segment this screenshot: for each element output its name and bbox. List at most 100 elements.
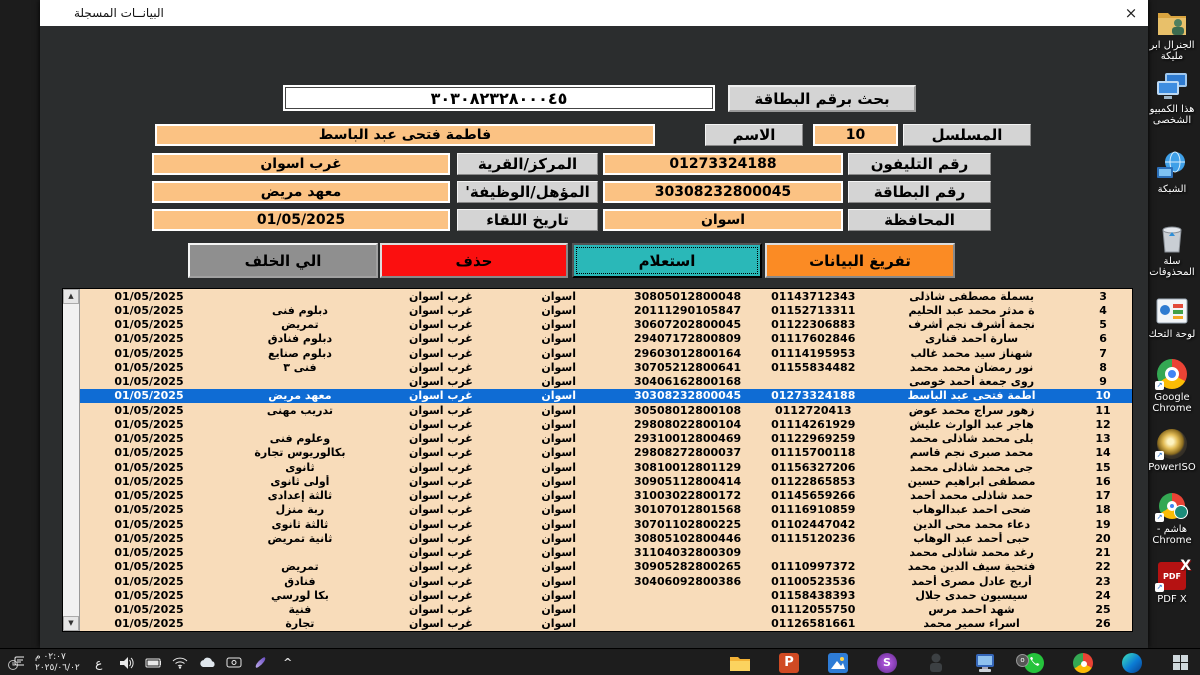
start-button[interactable] bbox=[1160, 649, 1200, 675]
table-row[interactable]: 25 شهد احمد مرس 01112055750 اسوان غرب اسوان ف… bbox=[80, 603, 1132, 617]
edge-icon[interactable] bbox=[1120, 651, 1144, 675]
desktop-icon-network[interactable]: الشبكة bbox=[1146, 150, 1198, 195]
serial-value-field[interactable]: 10 bbox=[813, 124, 898, 146]
cell-qual: ثانية تمريض bbox=[267, 531, 333, 545]
cell-center: غرب اسوان bbox=[408, 546, 473, 560]
cell-date: 01/05/2025 bbox=[114, 303, 184, 317]
desktop-icon-poweriso[interactable]: ↗ PowerISO bbox=[1146, 428, 1198, 473]
cell-card: 30607202800045 bbox=[633, 318, 742, 332]
close-icon[interactable]: × bbox=[1124, 4, 1138, 22]
cell-card: 30905112800414 bbox=[633, 474, 742, 488]
table-row[interactable]: 11 زهور سراج محمد عوض 0112720413 3050801280… bbox=[80, 403, 1132, 417]
chrome-taskbar-icon[interactable] bbox=[1071, 651, 1095, 675]
export-data-button[interactable]: تفريغ البيانات bbox=[765, 243, 955, 278]
window-titlebar[interactable]: البيانــات المسجلة × bbox=[40, 0, 1148, 26]
cell-phone: 01273324188 bbox=[771, 389, 856, 403]
powerpoint-icon[interactable]: P bbox=[777, 651, 801, 675]
table-row[interactable]: 7 شهناز سيد محمد غالب 01114195953 296030128… bbox=[80, 346, 1132, 360]
qualification-label: المؤهل/الوظيفة' bbox=[457, 181, 598, 203]
scroll-up-icon[interactable]: ▲ bbox=[63, 289, 79, 304]
table-row[interactable]: 13 بلى محمد شاذلى محمد 01122969259 29310012… bbox=[80, 432, 1132, 446]
desktop-icon-recycle-bin[interactable]: سلة المحذوفات bbox=[1146, 222, 1198, 278]
cell-gov: اسوان bbox=[541, 417, 577, 431]
onedrive-cloud-icon[interactable] bbox=[199, 655, 215, 671]
cell-card: 30406092800386 bbox=[633, 574, 742, 588]
table-row[interactable]: 6 سارة احمد قنارى 01117602846 2940717280080… bbox=[80, 332, 1132, 346]
back-button[interactable]: الي الخلف bbox=[188, 243, 378, 278]
language-indicator[interactable]: ع bbox=[95, 655, 103, 670]
table-row[interactable]: 12 هاجر عبد الوارث عليش 01114261929 2980802… bbox=[80, 417, 1132, 431]
cell-card: 30805012800048 bbox=[633, 289, 742, 303]
cell-phone: 01100523536 bbox=[771, 574, 856, 588]
cell-date: 01/05/2025 bbox=[114, 446, 184, 460]
desktop-icon-general-folder[interactable]: الجنرال ابر مليكة bbox=[1146, 6, 1198, 62]
table-row[interactable]: 4 ة مدثر محمد عبد الحليم 01152713311 201112… bbox=[80, 303, 1132, 317]
remote-desktop-icon[interactable] bbox=[973, 651, 997, 675]
card-search-input[interactable] bbox=[283, 85, 715, 111]
desktop-icon-control-panel[interactable]: لوحة التحك bbox=[1146, 295, 1198, 340]
table-row[interactable]: 20 حبى أحمد عبد الوهاب 01115120236 30805102… bbox=[80, 531, 1132, 545]
taskbar-clock[interactable]: ٠٢:٠٧ م ٢٠٢٥/٠٦/٠٢ bbox=[35, 652, 80, 674]
cell-qual: تجارة bbox=[285, 617, 315, 631]
cell-name: بلى محمد شاذلى محمد bbox=[909, 432, 1034, 446]
cell-qual: معهد مريض bbox=[268, 389, 332, 403]
qualification-value-field[interactable]: معهد مريض bbox=[152, 181, 450, 203]
volume-icon[interactable] bbox=[118, 655, 134, 671]
table-row[interactable]: 21 رغد محمد شاذلى محمد 31104032800309 اسوان… bbox=[80, 546, 1132, 560]
table-row[interactable]: 14 محمد صبرى نجم قاسم 01115700118 298082728… bbox=[80, 446, 1132, 460]
table-row[interactable]: 17 حمد شاذلى محمد أحمد 01145659266 31003022… bbox=[80, 489, 1132, 503]
desktop-icon-pdf-x[interactable]: PDF X ↗ PDF X bbox=[1155, 558, 1191, 605]
governorate-value-field[interactable]: اسوان bbox=[603, 209, 843, 231]
desktop-icon-chrome-profile[interactable]: ↗ هاشم - Chrome bbox=[1146, 490, 1198, 546]
table-row[interactable]: 10 اطمة فتحى عبد الباسط 01273324188 3030823… bbox=[80, 388, 1132, 403]
phone-value-field[interactable]: 01273324188 bbox=[603, 153, 843, 175]
name-value-field[interactable]: فاطمة فتحى عبد الباسط bbox=[155, 124, 655, 146]
cell-n: 23 bbox=[1095, 574, 1111, 588]
meeting-date-value-field[interactable]: 01/05/2025 bbox=[152, 209, 450, 231]
desktop-icon-google-chrome[interactable]: ↗ Google Chrome bbox=[1146, 358, 1198, 414]
action-center-icon[interactable] bbox=[8, 655, 24, 671]
serial-label: المسلسل bbox=[903, 124, 1031, 146]
cell-center: غرب اسوان bbox=[408, 432, 473, 446]
photos-icon[interactable] bbox=[826, 651, 850, 675]
table-row[interactable]: 9 روى جمعة أحمد خوصى 30406162800168 اسوان غر… bbox=[80, 375, 1132, 389]
cell-phone: 01115120236 bbox=[771, 531, 856, 545]
cell-card: 30705212800641 bbox=[633, 360, 742, 374]
table-row[interactable]: 23 أريج عادل مصرى أحمد 01100523536 30406092… bbox=[80, 574, 1132, 588]
cell-date: 01/05/2025 bbox=[114, 546, 184, 560]
inquiry-button[interactable]: استعلام bbox=[572, 243, 762, 278]
wifi-icon[interactable] bbox=[172, 655, 188, 671]
table-row[interactable]: 16 مصطفى ابراهيم حسين 01122865853 309051128… bbox=[80, 474, 1132, 488]
table-row[interactable]: 18 ضحى احمد عبدالوهاب 01116910859 301070128… bbox=[80, 503, 1132, 517]
table-row[interactable]: 3 بسملة مصطفى شاذلى 01143712343 30805012800… bbox=[80, 289, 1132, 303]
settings-s-app-icon[interactable]: S bbox=[875, 651, 899, 675]
whatsapp-icon[interactable]: o bbox=[1016, 651, 1046, 675]
cell-qual: بكالوريوس تجارة bbox=[254, 446, 346, 460]
search-by-card-button[interactable]: بحث برقم البطاقة bbox=[728, 85, 916, 112]
cell-n: 16 bbox=[1095, 474, 1111, 488]
card-number-value-field[interactable]: 30308232800045 bbox=[603, 181, 843, 203]
delete-button[interactable]: حذف bbox=[380, 243, 568, 278]
file-explorer-icon[interactable] bbox=[728, 651, 752, 675]
table-row[interactable]: 5 نجمة أشرف نجم أشرف 01122306883 3060720280… bbox=[80, 318, 1132, 332]
table-row[interactable]: 22 فتحية سيف الدين محمد 01110997372 3090528… bbox=[80, 560, 1132, 574]
center-village-value-field[interactable]: غرب اسوان bbox=[152, 153, 450, 175]
table-row[interactable]: 26 اسراء سمير محمد 01126581661 اسوان غرب اسو… bbox=[80, 617, 1132, 631]
this-pc-icon bbox=[1155, 70, 1189, 102]
desktop-icon-this-pc[interactable]: هذا الكمبيو الشخصى bbox=[1146, 70, 1198, 126]
table-row[interactable]: 19 دعاء محمد محى الدين 01102447042 30701102… bbox=[80, 517, 1132, 531]
screen-snip-icon[interactable] bbox=[226, 655, 242, 671]
scroll-down-icon[interactable]: ▼ bbox=[63, 616, 79, 631]
table-row[interactable]: 24 سيسيون حمدى جلال 01158438393 اسوان غرب اس… bbox=[80, 588, 1132, 602]
cell-qual: ربة منزل bbox=[275, 503, 325, 517]
table-row[interactable]: 15 جى محمد شاذلى محمد 01156327206 308100128… bbox=[80, 460, 1132, 474]
feather-app-icon[interactable] bbox=[253, 655, 269, 671]
table-row[interactable]: 8 نور رمضان محمد محمد 01155834482 307052128… bbox=[80, 360, 1132, 374]
cell-n: 4 bbox=[1099, 303, 1107, 317]
tray-overflow-chevron-icon[interactable]: ^ bbox=[283, 656, 293, 669]
android-robot-icon[interactable] bbox=[924, 651, 948, 675]
cell-phone: 01156327206 bbox=[771, 460, 856, 474]
table-scrollbar[interactable]: ▲ ▼ bbox=[63, 289, 80, 631]
battery-icon[interactable] bbox=[145, 655, 161, 671]
